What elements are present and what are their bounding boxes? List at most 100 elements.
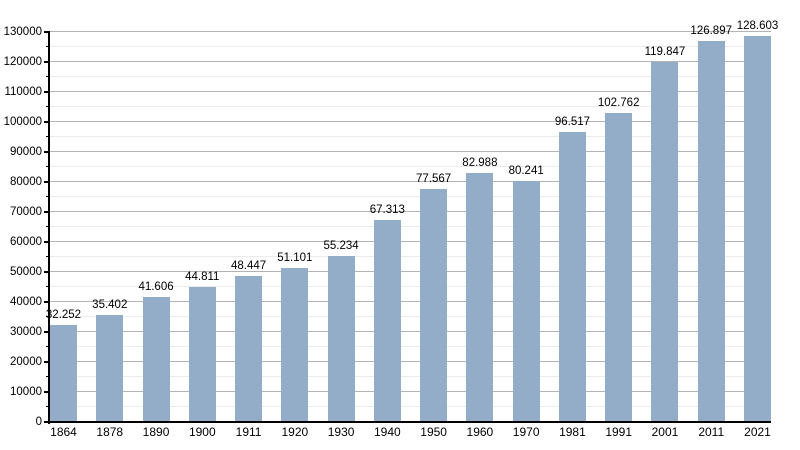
bar-value-label: 82.988 [462,156,498,169]
major-gridline [50,271,771,272]
y-axis-tick-label: 0 [35,415,42,428]
minor-gridline [50,316,771,317]
bar-value-label: 55.234 [323,239,359,252]
bar-value-label: 44.811 [185,271,220,284]
x-axis-tick-label: 1930 [327,424,355,439]
major-gridline [50,361,771,362]
y-axis-major-tick [44,420,50,423]
bar-value-label: 80.241 [508,164,544,177]
y-axis-major-tick [44,180,50,183]
x-axis-tick-label: 1960 [466,424,494,439]
bar-1930 [327,255,355,422]
y-axis-tick-label: 120000 [3,55,42,68]
y-axis-tick-label: 50000 [10,265,42,278]
y-axis-major-tick [44,330,50,333]
y-axis-tick-label: 100000 [3,115,42,128]
y-axis-major-tick [44,360,50,363]
x-axis-tick-label: 1920 [281,424,309,439]
major-gridline [50,301,771,302]
x-axis-tick-label: 2011 [698,424,725,439]
major-gridline [50,61,771,62]
bar-1864 [50,324,77,422]
x-axis-tick-label: 1981 [559,424,586,439]
bar-value-label: 77.567 [416,172,452,185]
x-axis-tick-label: 1950 [420,424,447,439]
x-axis-tick-label: 1890 [142,424,170,439]
y-axis-major-tick [44,120,50,123]
minor-gridline [50,226,771,227]
bar-value-label: 41.606 [138,280,174,293]
y-axis-tick-label: 10000 [10,385,42,398]
bar-value-label: 119.847 [644,45,686,58]
y-axis-major-tick [44,60,50,63]
y-axis-major-tick [44,210,50,213]
bar-value-label: 126.897 [690,24,732,37]
y-axis-major-tick [44,30,50,33]
bar-value-label: 96.517 [554,115,591,128]
y-axis-major-tick [44,390,50,393]
y-axis-major-tick [44,300,50,303]
minor-gridline [50,196,771,197]
minor-gridline [50,46,771,47]
bar-1890 [142,296,170,422]
minor-gridline [50,136,771,137]
y-axis-major-tick [44,90,50,93]
y-axis-tick-label: 90000 [10,145,42,158]
bar-value-label: 102.762 [597,97,640,110]
y-axis-major-tick [44,240,50,243]
bar-value-label: 32.252 [45,308,82,321]
y-axis-tick-label: 40000 [10,295,42,308]
y-axis-tick-label: 60000 [10,235,42,248]
bar-1950 [420,188,448,422]
minor-gridline [50,406,771,407]
bar-1878 [96,315,124,422]
y-axis-tick-label: 80000 [10,175,42,188]
bar-1940 [373,219,401,422]
y-axis-major-tick [44,150,50,153]
bar-value-label: 35.402 [92,299,128,312]
major-gridline [50,391,771,392]
major-gridline [50,211,771,212]
x-axis-tick-label: 1940 [374,424,401,439]
y-axis-tick-label: 130000 [3,25,42,38]
bar-2011 [697,40,725,422]
y-axis-major-tick [44,270,50,273]
y-axis-tick-label: 110000 [4,85,42,98]
y-axis-line [48,31,50,424]
minor-gridline [50,256,771,257]
minor-gridline [50,376,771,377]
minor-gridline [50,346,771,347]
x-axis-tick-label: 2001 [651,424,679,439]
bar-1960 [466,172,494,422]
bar-2021 [744,35,771,422]
bar-2001 [651,61,679,422]
bar-value-label: 67.313 [369,203,405,216]
bar-1900 [188,287,216,422]
bar-1970 [512,180,540,422]
x-axis-tick-label: 1900 [188,424,216,439]
major-gridline [50,31,771,32]
major-gridline [50,91,771,92]
major-gridline [50,151,771,152]
major-gridline [50,241,771,242]
y-axis-tick-label: 70000 [10,205,42,218]
x-axis-tick-label: 1991 [605,424,633,439]
bar-1991 [605,113,633,422]
x-axis-tick-label: 1878 [96,424,124,439]
bar-value-label: 128.603 [736,19,779,32]
major-gridline [50,331,771,332]
major-gridline [50,181,771,182]
y-axis-tick-label: 20000 [10,355,42,368]
bar-1911 [235,276,263,422]
bar-value-label: 48.447 [230,260,267,273]
x-axis-line [48,420,771,423]
x-axis-tick-label: 1911 [235,424,262,439]
minor-gridline [50,76,771,77]
major-gridline [50,121,771,122]
minor-gridline [50,286,771,287]
x-axis-tick-label: 2021 [744,424,771,439]
bar-1981 [558,131,586,422]
minor-gridline [50,106,771,107]
bar-1920 [281,268,309,422]
